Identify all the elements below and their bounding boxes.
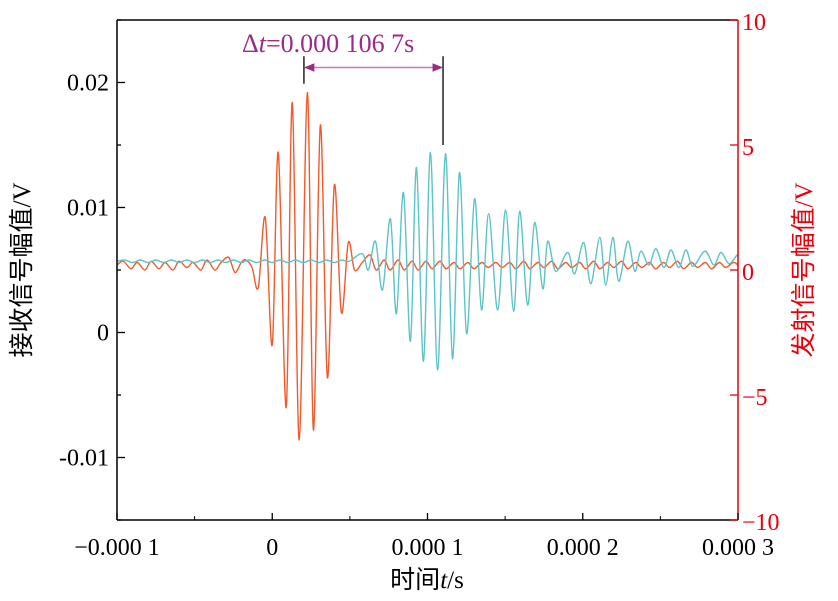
transmitted-signal-line bbox=[116, 91, 739, 441]
delta-t-annotation: Δt=0.000 106 7s bbox=[242, 29, 444, 145]
axes-layer: −0.000 1 0 0.000 1 0.000 2 0.000 3 0.02 0.01 0 -… bbox=[59, 10, 780, 561]
right-y-tick-label: −5 bbox=[742, 385, 768, 411]
series-layer bbox=[116, 91, 739, 441]
left-y-tick-label: 0.01 bbox=[67, 196, 109, 222]
left-y-tick-label: -0.01 bbox=[59, 446, 109, 472]
x-tick-label: 0.000 2 bbox=[547, 535, 619, 561]
left-axis-title: 接收信号幅值/V bbox=[8, 182, 36, 357]
right-y-tick-label: 5 bbox=[742, 135, 754, 161]
received-signal-line bbox=[116, 151, 739, 371]
annotation-label: Δt=0.000 106 7s bbox=[242, 29, 414, 58]
right-y-tick-label: −10 bbox=[742, 510, 780, 536]
right-y-tick-label: 0 bbox=[742, 260, 754, 286]
x-axis-title-suffix: /s bbox=[447, 567, 464, 594]
x-tick-label: −0.000 1 bbox=[74, 535, 160, 561]
left-y-tick-label: 0 bbox=[97, 321, 109, 347]
x-tick-label: 0 bbox=[266, 535, 278, 561]
annotation-value: =0.000 106 7s bbox=[266, 29, 414, 58]
x-axis-title-prefix: 时间 bbox=[390, 566, 440, 594]
right-axis-title: 发射信号幅值/V bbox=[790, 182, 818, 357]
x-tick-label: 0.000 1 bbox=[392, 535, 464, 561]
x-axis-title: 时间t/s bbox=[390, 566, 464, 594]
left-y-tick-label: 0.02 bbox=[67, 71, 109, 97]
right-y-tick-label: 10 bbox=[742, 10, 766, 36]
annotation-delta: Δ bbox=[242, 29, 259, 58]
annotation-var: t bbox=[259, 29, 267, 58]
x-axis-title-var: t bbox=[440, 567, 448, 594]
x-tick-label: 0.000 3 bbox=[702, 535, 774, 561]
